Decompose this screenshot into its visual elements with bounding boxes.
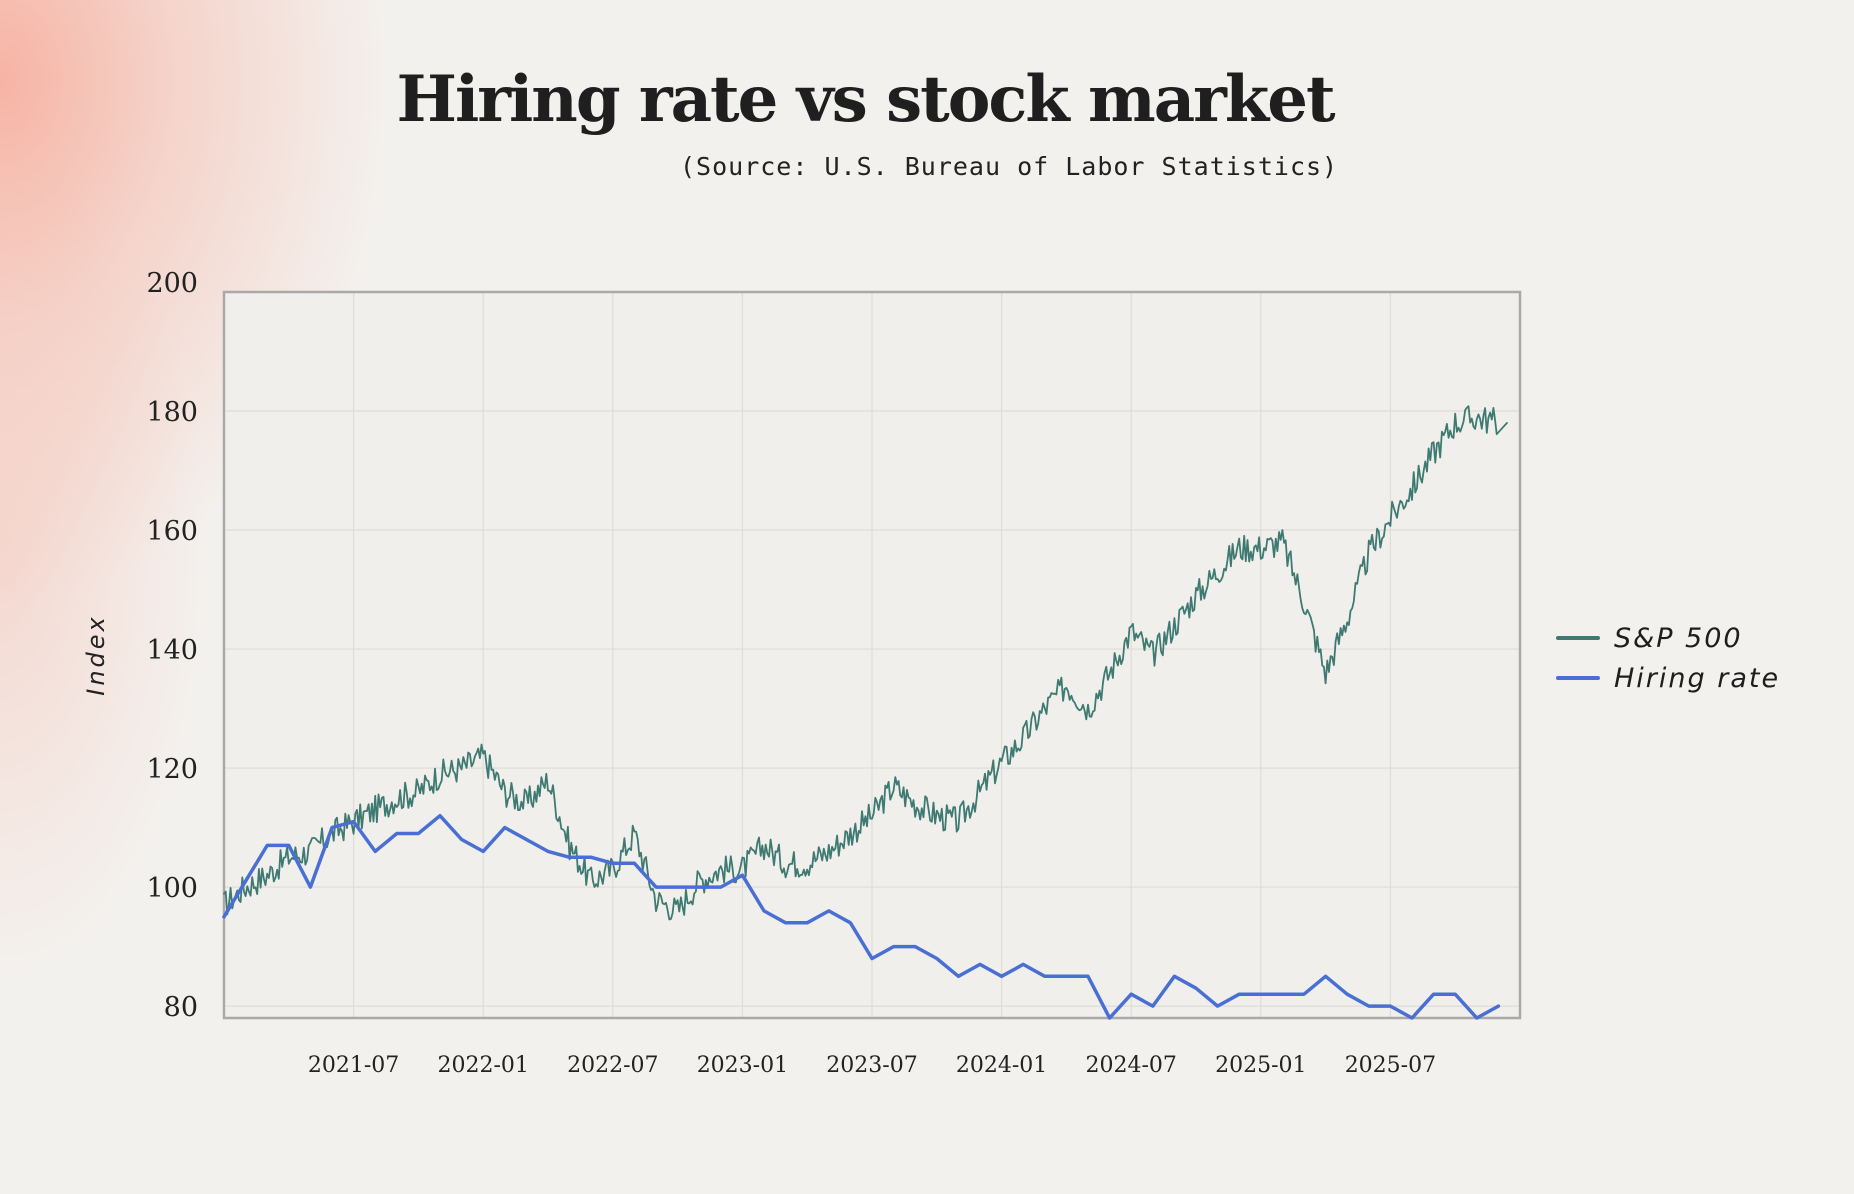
chart-title: Hiring rate vs stock market xyxy=(396,62,1335,137)
y-tick-label: 80 xyxy=(164,992,198,1023)
y-tick-label: 100 xyxy=(146,873,198,904)
legend-item-sp500: S&P 500 xyxy=(1556,618,1780,658)
legend-swatch-hiring-rate xyxy=(1556,676,1600,680)
legend: S&P 500 Hiring rate xyxy=(1556,618,1780,698)
y-tick-label: 140 xyxy=(146,635,198,666)
legend-swatch-sp500 xyxy=(1556,636,1600,640)
x-tick-label: 2024-07 xyxy=(1085,1053,1176,1078)
series-line-s-p-500 xyxy=(223,405,1508,921)
y-tick-label: 200 xyxy=(146,268,198,299)
x-tick-label: 2025-07 xyxy=(1345,1053,1436,1078)
y-tick-label: 180 xyxy=(146,397,198,428)
x-tick-label: 2022-07 xyxy=(567,1053,658,1078)
x-tick-label: 2024-01 xyxy=(956,1053,1047,1078)
legend-item-hiring-rate: Hiring rate xyxy=(1556,658,1780,698)
legend-label-sp500: S&P 500 xyxy=(1614,622,1743,654)
chart-subtitle: (Source: U.S. Bureau of Labor Statistics… xyxy=(680,152,1339,181)
x-tick-label: 2023-07 xyxy=(826,1053,917,1078)
y-axis-label: Index xyxy=(82,614,110,696)
x-tick-label: 2025-01 xyxy=(1215,1053,1306,1078)
y-tick-label: 120 xyxy=(146,754,198,785)
series-line-hiring-rate xyxy=(222,813,1501,1020)
x-tick-label: 2022-01 xyxy=(437,1053,528,1078)
x-tick-label: 2021-07 xyxy=(308,1053,399,1078)
y-tick-label: 160 xyxy=(146,516,198,547)
legend-label-hiring-rate: Hiring rate xyxy=(1614,662,1781,694)
x-tick-label: 2023-01 xyxy=(697,1053,788,1078)
plot-frame xyxy=(222,290,1522,1020)
